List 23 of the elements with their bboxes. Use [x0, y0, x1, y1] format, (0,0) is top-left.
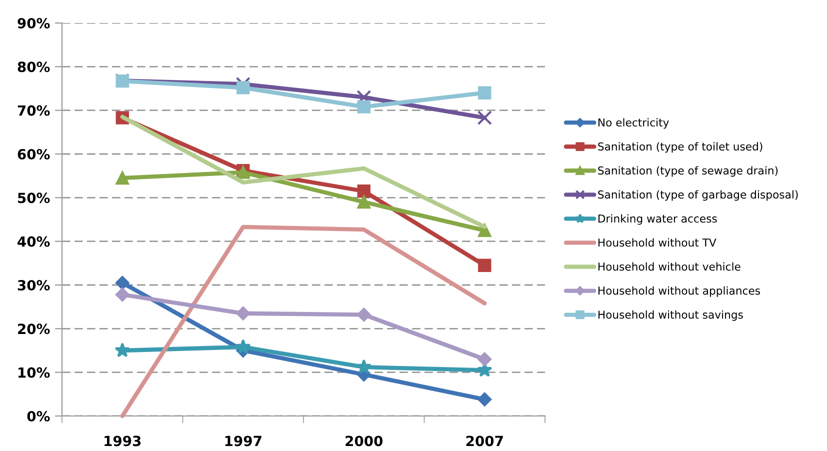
legend-label: Sanitation (type of garbage disposal) — [598, 190, 798, 201]
y-tick-label: 70% — [18, 105, 50, 116]
y-tick-label: 10% — [18, 367, 50, 378]
legend-label: Household without vehicle — [598, 262, 740, 271]
y-tick-label: 80% — [18, 62, 50, 72]
y-tick-label: 40% — [18, 236, 50, 247]
y-tick-label: 20% — [18, 324, 50, 334]
y-tick-label: 90% — [18, 18, 50, 28]
legend-label: Household without savings — [598, 310, 743, 321]
legend-label: No electricity — [598, 118, 669, 129]
legend-label: Household without TV — [598, 238, 716, 247]
x-tick-label: 1997 — [225, 436, 262, 446]
legend-label: Sanitation (type of toilet used) — [598, 142, 762, 153]
y-tick-label: 30% — [18, 280, 50, 290]
x-tick-label: 2000 — [346, 436, 383, 446]
y-tick-label: 50% — [18, 192, 50, 204]
legend-label: Sanitation (type of sewage drain) — [598, 166, 778, 177]
y-tick-label: 0% — [27, 410, 50, 422]
x-tick-label: 2007 — [466, 436, 503, 446]
legend-label: Drinking water access — [598, 214, 717, 225]
legend-label: Household without appliances — [598, 286, 760, 297]
y-tick-label: 60% — [18, 148, 50, 160]
x-tick-label: 1993 — [104, 436, 141, 446]
